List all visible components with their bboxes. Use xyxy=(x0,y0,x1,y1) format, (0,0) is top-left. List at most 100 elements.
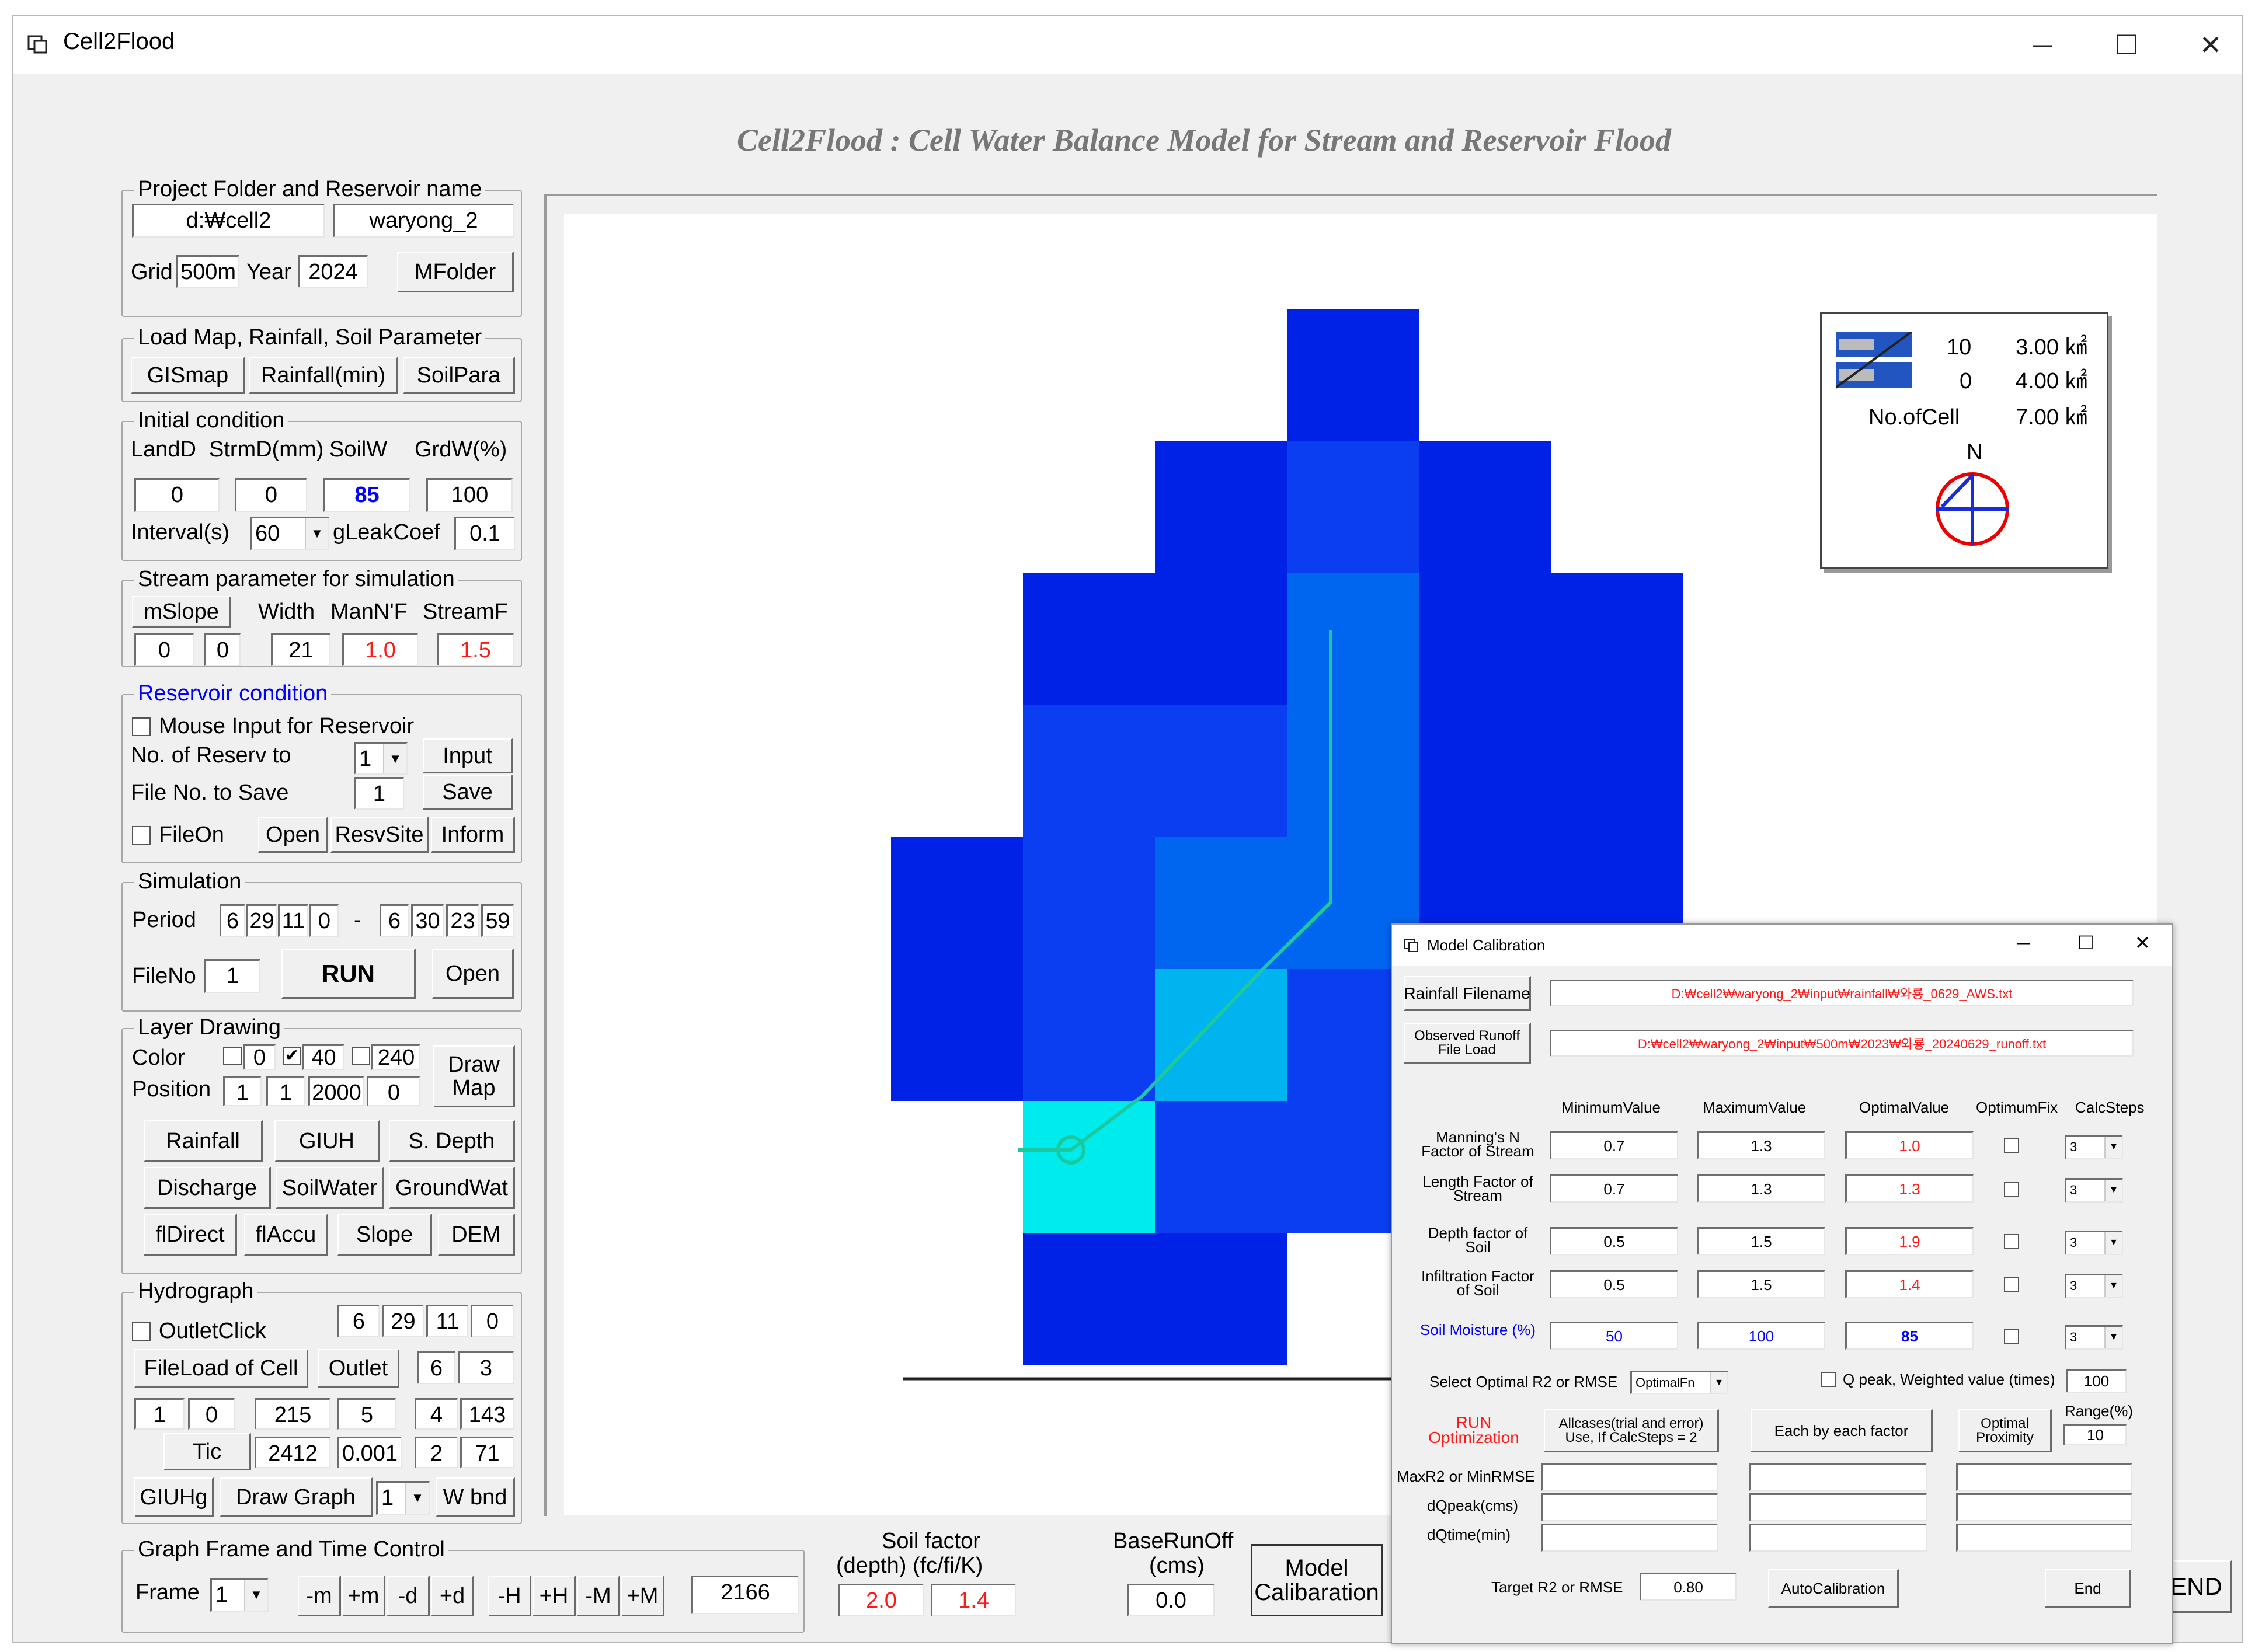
model-calibration-button[interactable]: Model Calibaration xyxy=(1251,1544,1383,1616)
soil-moisture-steps-select[interactable]: 3 ▼ xyxy=(2065,1325,2123,1350)
tic-button[interactable]: Tic xyxy=(163,1433,251,1470)
select-optimal-dropdown[interactable]: OptimalFn ▼ xyxy=(1630,1371,1728,1394)
plus-m-button[interactable]: +m xyxy=(342,1576,385,1616)
result-1-3[interactable] xyxy=(1541,1524,1718,1552)
rainfall-min-button[interactable]: Rainfall(min) xyxy=(249,357,398,394)
minimize-button[interactable]: ─ xyxy=(2033,30,2052,60)
outlet-button[interactable]: Outlet xyxy=(318,1349,399,1388)
hydro-row1-field-4[interactable]: 5 xyxy=(337,1398,396,1430)
minus-bigm-button[interactable]: -M xyxy=(577,1576,620,1616)
soil-moisture-max[interactable]: 100 xyxy=(1697,1322,1825,1350)
watershed-cell[interactable] xyxy=(1023,969,1155,1101)
minus-m-button[interactable]: -m xyxy=(298,1576,341,1616)
period-start-month[interactable]: 6 xyxy=(220,904,245,937)
observed-runoff-field[interactable]: D:₩cell2₩waryong_2₩input₩500m₩2023₩와룡_20… xyxy=(1550,1030,2134,1057)
mslope-button[interactable]: mSlope xyxy=(132,596,231,628)
watershed-cell[interactable] xyxy=(1155,441,1287,573)
period-start-day[interactable]: 29 xyxy=(246,904,277,937)
reserv-no-select[interactable]: 1 ▼ xyxy=(354,742,408,775)
watershed-cell[interactable] xyxy=(1155,837,1287,969)
draw-graph-select[interactable]: 1 ▼ xyxy=(376,1481,430,1515)
gleak-field[interactable]: 0.1 xyxy=(454,517,515,550)
soil-moisture-min[interactable]: 50 xyxy=(1550,1322,1678,1350)
color-field-1[interactable]: 0 xyxy=(243,1044,276,1070)
watershed-cell[interactable] xyxy=(1155,1101,1287,1233)
length-min[interactable]: 0.7 xyxy=(1550,1174,1678,1203)
position-field-4[interactable]: 0 xyxy=(367,1076,420,1106)
maximize-button[interactable]: ☐ xyxy=(2114,30,2139,60)
result-2-2[interactable] xyxy=(1749,1493,1927,1521)
watershed-cell[interactable] xyxy=(1155,705,1287,837)
dialog-close-button[interactable]: ✕ xyxy=(2135,932,2150,953)
mfolder-button[interactable]: MFolder xyxy=(397,252,514,292)
dialog-minimize-button[interactable]: ─ xyxy=(2017,932,2030,953)
result-3-3[interactable] xyxy=(1956,1524,2132,1552)
frame-value-field[interactable]: 2166 xyxy=(691,1576,799,1614)
draw-graph-button[interactable]: Draw Graph xyxy=(220,1477,373,1517)
input-button[interactable]: Input xyxy=(423,738,513,773)
watershed-cell[interactable] xyxy=(1287,573,1419,705)
run-button[interactable]: RUN xyxy=(281,949,416,999)
watershed-cell[interactable] xyxy=(891,969,1023,1101)
watershed-cell[interactable] xyxy=(1287,441,1419,573)
hydro-row2-field-1[interactable]: 2412 xyxy=(255,1437,330,1468)
manning-opt[interactable]: 1.0 xyxy=(1845,1131,1974,1159)
reservoir-name-field[interactable]: waryong_2 xyxy=(333,204,514,238)
rainfall-filename-field[interactable]: D:₩cell2₩waryong_2₩input₩rainfall₩와룡_062… xyxy=(1550,980,2134,1006)
length-steps-select[interactable]: 3 ▼ xyxy=(2065,1178,2123,1203)
sim-open-button[interactable]: Open xyxy=(432,949,514,999)
length-opt[interactable]: 1.3 xyxy=(1845,1174,1974,1203)
result-2-3[interactable] xyxy=(1749,1524,1927,1552)
position-field-3[interactable]: 2000 xyxy=(308,1076,364,1106)
manning-max[interactable]: 1.3 xyxy=(1697,1131,1825,1159)
wbnd-button[interactable]: W bnd xyxy=(436,1477,515,1517)
color-checkbox-1[interactable] xyxy=(223,1047,242,1065)
soilwater-button[interactable]: SoilWater xyxy=(276,1167,384,1209)
color-field-3[interactable]: 240 xyxy=(371,1044,420,1070)
depth-fix-checkbox[interactable] xyxy=(2004,1234,2019,1249)
hydro-time-4[interactable]: 0 xyxy=(471,1305,514,1337)
period-start-min[interactable]: 0 xyxy=(309,904,339,937)
result-1-1[interactable] xyxy=(1541,1463,1718,1491)
flaccu-button[interactable]: flAccu xyxy=(244,1214,328,1256)
watershed-cell[interactable] xyxy=(1419,573,1551,705)
manning-min[interactable]: 0.7 xyxy=(1550,1131,1678,1159)
mslope-field-2[interactable]: 0 xyxy=(204,633,241,666)
each-by-each-button[interactable]: Each by each factor xyxy=(1751,1409,1933,1452)
qpeak-checkbox[interactable] xyxy=(1821,1372,1836,1387)
result-1-2[interactable] xyxy=(1541,1493,1718,1521)
soil-fc-field[interactable]: 1.4 xyxy=(931,1584,1016,1616)
watershed-cell[interactable] xyxy=(1287,309,1419,441)
depth-opt[interactable]: 1.9 xyxy=(1845,1227,1974,1255)
result-3-2[interactable] xyxy=(1956,1493,2132,1521)
rainfall-filename-button[interactable]: Rainfall Filename xyxy=(1404,976,1531,1011)
hydro-row1-field-1[interactable]: 1 xyxy=(134,1398,185,1430)
position-field-2[interactable]: 1 xyxy=(266,1076,305,1106)
watershed-cell[interactable] xyxy=(1023,705,1155,837)
hydro-time-1[interactable]: 6 xyxy=(337,1305,380,1337)
rainfall-layer-button[interactable]: Rainfall xyxy=(144,1120,263,1162)
plus-bigm-button[interactable]: +M xyxy=(621,1576,664,1616)
file-no-save-field[interactable]: 1 xyxy=(354,777,404,810)
outlet-field-1[interactable]: 6 xyxy=(417,1351,455,1384)
depth-steps-select[interactable]: 3 ▼ xyxy=(2065,1231,2123,1255)
discharge-button[interactable]: Discharge xyxy=(144,1167,271,1209)
watershed-cell[interactable] xyxy=(1419,705,1551,837)
watershed-cell[interactable] xyxy=(1155,969,1287,1101)
infiltration-opt[interactable]: 1.4 xyxy=(1845,1270,1974,1298)
target-field[interactable]: 0.80 xyxy=(1640,1573,1737,1601)
dem-button[interactable]: DEM xyxy=(438,1214,515,1256)
hydro-time-2[interactable]: 29 xyxy=(382,1305,424,1337)
groundwat-button[interactable]: GroundWat xyxy=(389,1167,515,1209)
manning-fix-checkbox[interactable] xyxy=(2004,1138,2019,1153)
autocalibration-button[interactable]: AutoCalibration xyxy=(1768,1569,1899,1608)
length-fix-checkbox[interactable] xyxy=(2004,1182,2019,1197)
soilw-field[interactable]: 85 xyxy=(323,478,410,512)
streamf-field[interactable]: 1.5 xyxy=(437,633,514,666)
minus-h-button[interactable]: -H xyxy=(488,1576,531,1616)
period-end-day[interactable]: 30 xyxy=(411,904,444,937)
width-field[interactable]: 21 xyxy=(271,633,330,666)
allcases-button[interactable]: Allcases(trial and error) Use, If CalcSt… xyxy=(1544,1409,1719,1452)
depth-max[interactable]: 1.5 xyxy=(1697,1227,1825,1255)
result-2-1[interactable] xyxy=(1749,1463,1927,1491)
